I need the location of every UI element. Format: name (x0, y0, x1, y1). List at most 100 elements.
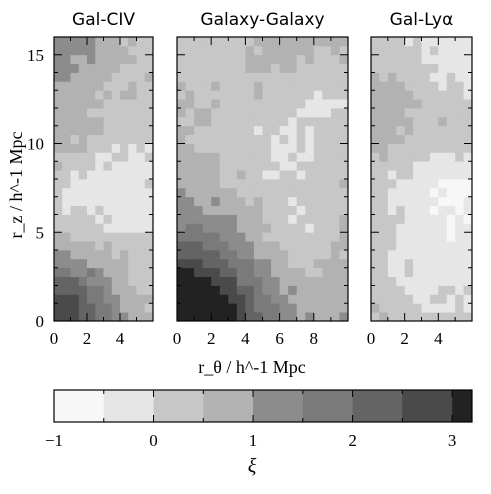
heatmap-cell (438, 81, 448, 91)
heatmap-cell (253, 258, 263, 269)
colorbar-tick-label: 0 (149, 431, 158, 450)
heatmap-cell (379, 267, 389, 278)
heatmap-cell (78, 303, 88, 313)
heatmap-cell (211, 125, 221, 136)
heatmap-cell (322, 214, 332, 224)
heatmap-cell (177, 285, 186, 295)
heatmap-cell (313, 161, 323, 171)
heatmap-cell (144, 187, 154, 198)
heatmap-cell (62, 37, 71, 47)
heatmap-cell (429, 241, 439, 251)
heatmap-cell (413, 187, 422, 198)
heatmap-cell (288, 143, 298, 153)
heatmap-cell (288, 152, 298, 162)
heatmap-cell (396, 187, 406, 198)
heatmap-cell (103, 232, 113, 242)
heatmap-cell (54, 37, 63, 47)
colorbar-swatch (203, 390, 254, 422)
heatmap-cell (379, 170, 389, 180)
heatmap-cell (262, 54, 272, 65)
heatmap-cell (279, 90, 289, 100)
heatmap-cell (54, 108, 63, 118)
heatmap-cell (185, 267, 195, 278)
heatmap-cell (279, 45, 289, 56)
heatmap-cell (245, 152, 255, 162)
heatmap-cell (379, 179, 389, 189)
heatmap-cell (62, 232, 71, 242)
heatmap-cell (70, 45, 80, 56)
heatmap-cell (404, 99, 414, 109)
heatmap-cell (305, 258, 315, 269)
heatmap-cell (87, 170, 96, 180)
heatmap-cell (339, 81, 349, 91)
heatmap-cell (330, 267, 340, 278)
heatmap-cell (78, 285, 88, 295)
heatmap-cell (194, 187, 204, 198)
heatmap-cell (211, 143, 221, 153)
heatmap-cell (70, 134, 80, 144)
heatmap-cell (111, 312, 121, 322)
colorbar: −1 0 1 2 3 (45, 389, 473, 450)
heatmap-cell (421, 276, 431, 286)
heatmap-cell (177, 267, 186, 278)
heatmap-cell (128, 196, 137, 207)
heatmap-cell (144, 143, 154, 153)
heatmap-cell (103, 72, 113, 82)
heatmap-cell (62, 223, 71, 233)
heatmap-cell (271, 143, 280, 153)
heatmap-cell (245, 45, 255, 56)
heatmap-cell (396, 72, 406, 82)
heatmap-cell (228, 223, 238, 233)
heatmap-cell (70, 285, 80, 295)
heatmap-cell (95, 214, 104, 224)
heatmap-cell (228, 205, 238, 215)
heatmap-cell (305, 37, 315, 47)
heatmap-cell (271, 152, 280, 162)
heatmap-cell (219, 152, 229, 162)
heatmap-cell (144, 179, 154, 189)
heatmap-cell (62, 303, 71, 313)
heatmap-cell (379, 72, 389, 82)
heatmap-cell (253, 152, 263, 162)
heatmap-cell (253, 285, 263, 295)
heatmap-cell (438, 258, 448, 269)
heatmap-cell (211, 267, 221, 278)
heatmap-cell (194, 294, 204, 304)
heatmap-cell (438, 143, 448, 153)
heatmap-cell (128, 99, 137, 109)
heatmap-cell (429, 108, 439, 118)
heatmap-cell (404, 241, 414, 251)
heatmap-cell (371, 258, 380, 269)
heatmap-cell (245, 196, 255, 207)
heatmap-cell (279, 214, 289, 224)
heatmap-cell (194, 90, 204, 100)
heatmap-cell (177, 241, 186, 251)
heatmap-cell (87, 303, 96, 313)
heatmap-cell (313, 250, 323, 260)
heatmap-cell (103, 223, 113, 233)
x-tick-label: 8 (310, 329, 319, 348)
heatmap-cell (313, 72, 323, 82)
heatmap-cell (446, 54, 456, 65)
heatmap-cell (271, 134, 280, 144)
heatmap-cell (271, 205, 280, 215)
heatmap-cell (413, 170, 422, 180)
heatmap-cell (429, 37, 439, 47)
heatmap-cell (177, 81, 186, 91)
heatmap-cell (446, 267, 456, 278)
heatmap-cell (387, 258, 397, 269)
heatmap-cell (253, 312, 263, 322)
heatmap-cell (103, 187, 113, 198)
heatmap-cell (438, 276, 448, 286)
heatmap-cell (313, 205, 323, 215)
heatmap-cell (95, 223, 104, 233)
heatmap-cell (438, 250, 448, 260)
heatmap-cell (305, 267, 315, 278)
heatmap-cell (262, 143, 272, 153)
heatmap-cell (396, 125, 406, 136)
heatmap-cell (70, 205, 80, 215)
heatmap-cell (177, 143, 186, 153)
heatmap-cell (185, 285, 195, 295)
heatmap-cell (228, 72, 238, 82)
heatmap-cell (253, 37, 263, 47)
